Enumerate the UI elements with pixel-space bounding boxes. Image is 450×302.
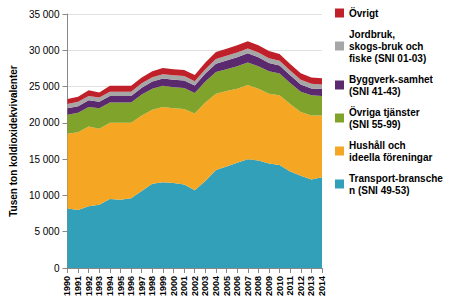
svg-text:Byggverk-samhet: Byggverk-samhet	[349, 74, 436, 85]
svg-text:2008: 2008	[253, 276, 263, 296]
svg-text:2009: 2009	[264, 276, 274, 296]
svg-text:2002: 2002	[190, 276, 200, 296]
svg-text:1993: 1993	[94, 276, 104, 296]
svg-text:skogs-bruk och: skogs-bruk och	[349, 41, 426, 52]
svg-text:Jordbruk,: Jordbruk,	[349, 29, 398, 40]
svg-text:Övrigt: Övrigt	[349, 7, 379, 19]
svg-text:1998: 1998	[147, 276, 157, 296]
svg-text:2012: 2012	[296, 276, 306, 296]
svg-text:2010: 2010	[275, 276, 285, 296]
svg-text:35 000: 35 000	[29, 9, 60, 20]
svg-text:10 000: 10 000	[29, 190, 60, 201]
svg-text:fiske (SNI 01-03): fiske (SNI 01-03)	[349, 53, 426, 64]
svg-text:2000: 2000	[169, 276, 179, 296]
svg-text:2013: 2013	[306, 276, 316, 296]
svg-text:(SNI 55-99): (SNI 55-99)	[349, 119, 401, 130]
svg-text:5 000: 5 000	[34, 226, 59, 237]
svg-text:1997: 1997	[137, 276, 147, 296]
svg-text:2003: 2003	[200, 276, 210, 296]
svg-text:30 000: 30 000	[29, 45, 60, 56]
svg-text:n (SNI 49-53): n (SNI 49-53)	[349, 185, 410, 196]
svg-text:20 000: 20 000	[29, 117, 60, 128]
svg-text:2014: 2014	[317, 276, 327, 296]
svg-text:2001: 2001	[179, 276, 189, 296]
svg-text:Övriga tjänster: Övriga tjänster	[349, 106, 422, 118]
svg-text:2004: 2004	[211, 276, 221, 296]
svg-text:1994: 1994	[105, 276, 115, 296]
svg-text:Hushåll och: Hushåll och	[349, 140, 408, 151]
svg-text:1990: 1990	[62, 276, 72, 296]
svg-text:15 000: 15 000	[29, 154, 60, 165]
svg-text:Transport-bransche: Transport-bransche	[349, 173, 443, 184]
svg-text:1999: 1999	[158, 276, 168, 296]
svg-text:25 000: 25 000	[29, 81, 60, 92]
svg-text:(SNI 41-43): (SNI 41-43)	[349, 86, 401, 97]
svg-text:Tusen ton koldioxidekvivalente: Tusen ton koldioxidekvivalenter	[8, 65, 19, 217]
svg-text:0: 0	[54, 263, 60, 274]
svg-text:2005: 2005	[222, 276, 232, 296]
svg-text:1995: 1995	[116, 276, 126, 296]
svg-text:1996: 1996	[126, 276, 136, 296]
svg-text:2006: 2006	[232, 276, 242, 296]
svg-text:1991: 1991	[73, 276, 83, 296]
svg-text:2007: 2007	[243, 276, 253, 296]
svg-text:1992: 1992	[84, 276, 94, 296]
svg-text:ideella föreningar: ideella föreningar	[349, 152, 432, 163]
svg-text:2011: 2011	[285, 276, 295, 296]
